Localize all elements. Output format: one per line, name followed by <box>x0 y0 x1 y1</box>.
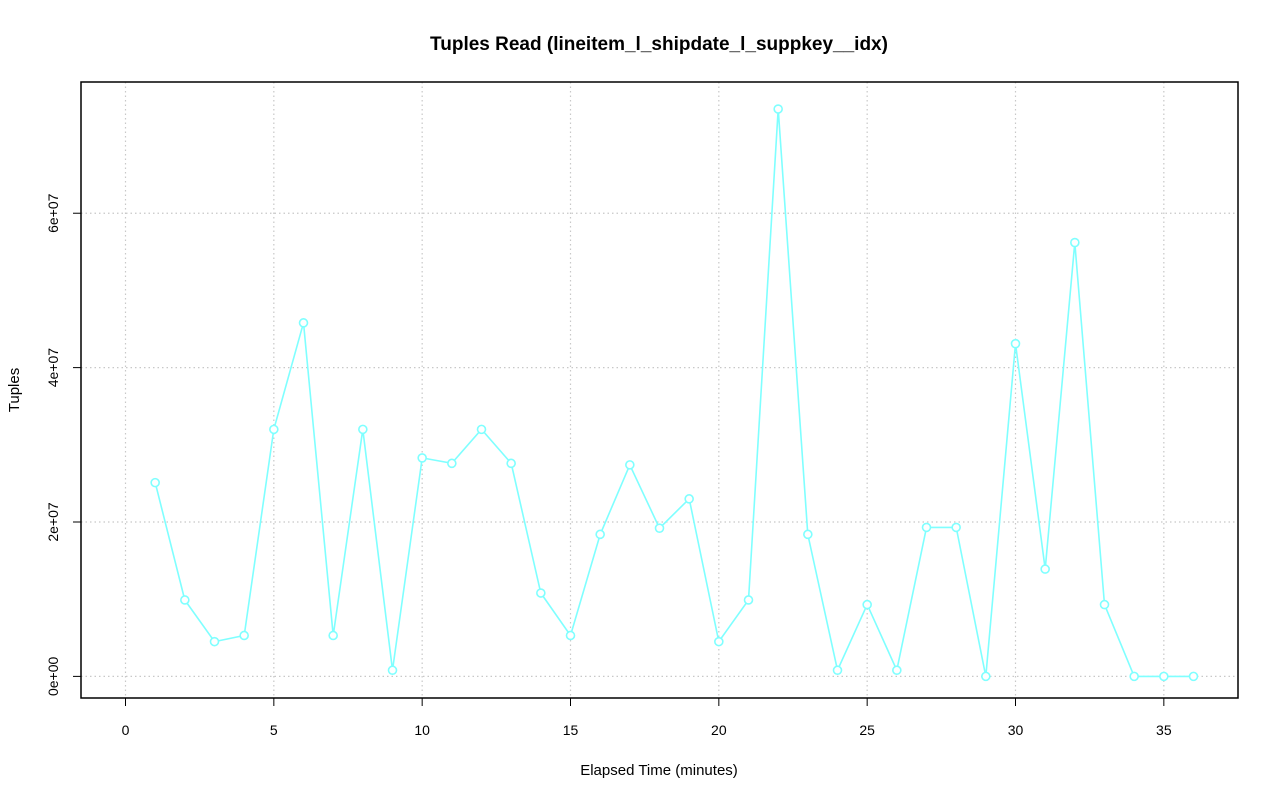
grid <box>81 82 1238 698</box>
x-tick-label: 20 <box>711 722 727 738</box>
data-point <box>536 588 546 598</box>
series-polyline <box>154 108 1194 678</box>
data-point <box>565 630 576 641</box>
data-point <box>358 424 368 435</box>
data-point <box>1129 671 1139 682</box>
y-tick-label: 4e+07 <box>45 348 61 388</box>
data-point <box>1159 671 1169 682</box>
data-point <box>387 665 398 676</box>
series-points <box>150 104 1199 682</box>
x-tick-label: 15 <box>563 722 579 738</box>
data-point <box>921 522 932 533</box>
y-tick-label: 6e+07 <box>45 193 61 233</box>
data-point <box>447 458 457 469</box>
data-point <box>1040 564 1050 574</box>
data-point <box>714 636 724 647</box>
series-line <box>154 108 1194 678</box>
x-axis: 0 5 10 15 20 25 30 35 <box>122 697 1172 738</box>
data-point <box>625 460 635 470</box>
data-point <box>328 630 338 641</box>
data-point <box>209 636 220 647</box>
x-tick-label: 0 <box>122 722 130 738</box>
data-point <box>832 665 843 676</box>
data-point <box>654 523 665 533</box>
data-point <box>743 595 754 605</box>
data-point <box>981 671 991 682</box>
data-point <box>595 529 605 540</box>
data-point <box>951 522 961 533</box>
chart-title: Tuples Read (lineitem_l_shipdate_l_suppk… <box>430 34 888 55</box>
data-point <box>298 318 309 328</box>
data-point <box>506 458 516 469</box>
y-axis-label: Tuples <box>6 368 23 412</box>
data-point <box>862 599 872 610</box>
plot-frame <box>80 81 1239 699</box>
data-point <box>417 453 427 463</box>
x-tick-label: 5 <box>270 722 278 738</box>
x-tick-label: 35 <box>1156 722 1172 738</box>
data-point <box>180 595 190 605</box>
data-point <box>150 477 160 488</box>
data-point <box>269 424 279 435</box>
data-point <box>803 529 813 540</box>
x-axis-label: Elapsed Time (minutes) <box>580 762 738 779</box>
x-tick-label: 10 <box>414 722 430 738</box>
data-point <box>1188 671 1199 682</box>
data-point <box>1070 237 1080 248</box>
y-tick-label: 2e+07 <box>45 502 61 542</box>
data-point <box>773 104 783 114</box>
data-point <box>239 630 249 641</box>
x-tick-label: 25 <box>859 722 875 738</box>
data-point <box>1099 599 1110 610</box>
data-point <box>1010 338 1021 349</box>
data-point <box>476 424 487 435</box>
data-point <box>684 494 694 504</box>
y-axis: 0e+00 2e+07 4e+07 6e+07 <box>45 193 82 697</box>
data-point <box>892 665 902 676</box>
y-tick-label: 0e+00 <box>45 657 61 697</box>
x-tick-label: 30 <box>1008 722 1024 738</box>
